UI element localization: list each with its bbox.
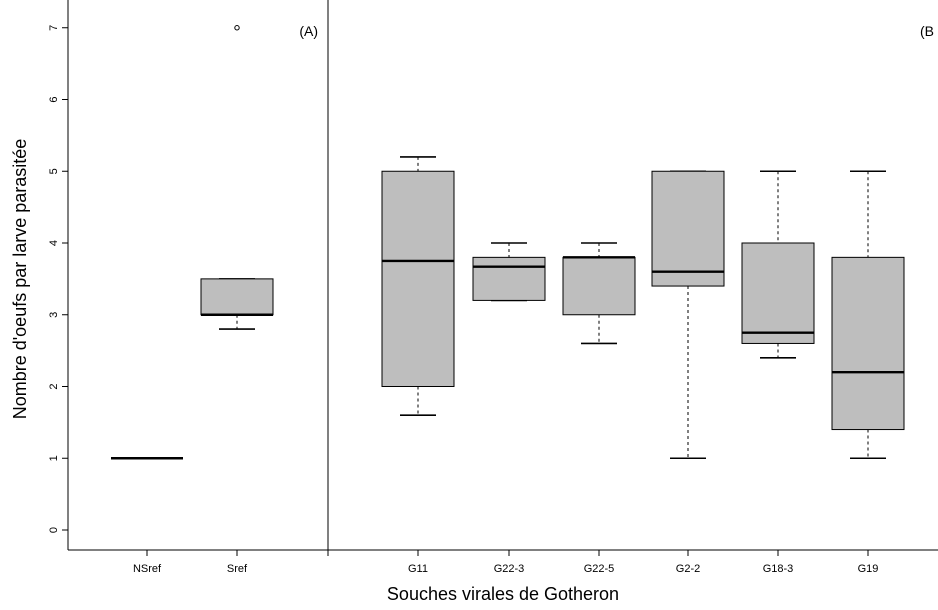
- y-tick-label: 5: [48, 168, 60, 174]
- y-axis: 0 1 2 3 4 5 6 7: [48, 25, 68, 533]
- x-tick-label: NSref: [133, 563, 162, 575]
- panel-label-a: (A): [299, 23, 318, 39]
- y-tick-label: 4: [48, 240, 60, 246]
- x-tick-label: G2-2: [676, 563, 700, 575]
- y-tick-label: 7: [48, 25, 60, 31]
- y-tick-label: 3: [48, 312, 60, 318]
- boxes: [111, 25, 905, 460]
- y-axis-title: Nombre d'oeufs par larve parasitée: [10, 139, 30, 420]
- box-g19: [831, 170, 905, 460]
- box-iqr: [741, 242, 815, 344]
- x-tick-label: G11: [408, 563, 428, 575]
- panel-label-b: (B: [920, 23, 934, 39]
- box-g22-3: [472, 242, 546, 302]
- box-g18-3: [741, 170, 815, 359]
- box-iqr: [472, 256, 546, 301]
- box-sref: [200, 25, 274, 330]
- y-tick-label: 1: [48, 455, 60, 461]
- y-tick-label: 2: [48, 383, 60, 389]
- x-axis: NSref Sref G11 G22-3 G22-5 G2-2 G18-3 G19: [133, 550, 878, 575]
- box-iqr: [651, 170, 725, 287]
- box-g11: [381, 156, 455, 417]
- x-axis-title: Souches virales de Gotheron: [387, 584, 619, 604]
- x-tick-label: G22-5: [584, 563, 615, 575]
- box-g2-2: [651, 170, 725, 460]
- y-tick-label: 0: [48, 527, 60, 533]
- x-tick-label: G18-3: [763, 563, 794, 575]
- box-g22-5: [562, 242, 636, 345]
- outlier-point: [234, 25, 240, 31]
- x-tick-label: G22-3: [494, 563, 525, 575]
- box-iqr: [200, 278, 274, 316]
- panel-labels: (A) (B: [299, 23, 934, 39]
- y-tick-label: 6: [48, 96, 60, 102]
- x-tick-label: G19: [858, 563, 879, 575]
- x-tick-label: Sref: [227, 563, 248, 575]
- box-iqr: [831, 256, 905, 431]
- box-iqr: [562, 256, 636, 316]
- box-iqr: [381, 170, 455, 387]
